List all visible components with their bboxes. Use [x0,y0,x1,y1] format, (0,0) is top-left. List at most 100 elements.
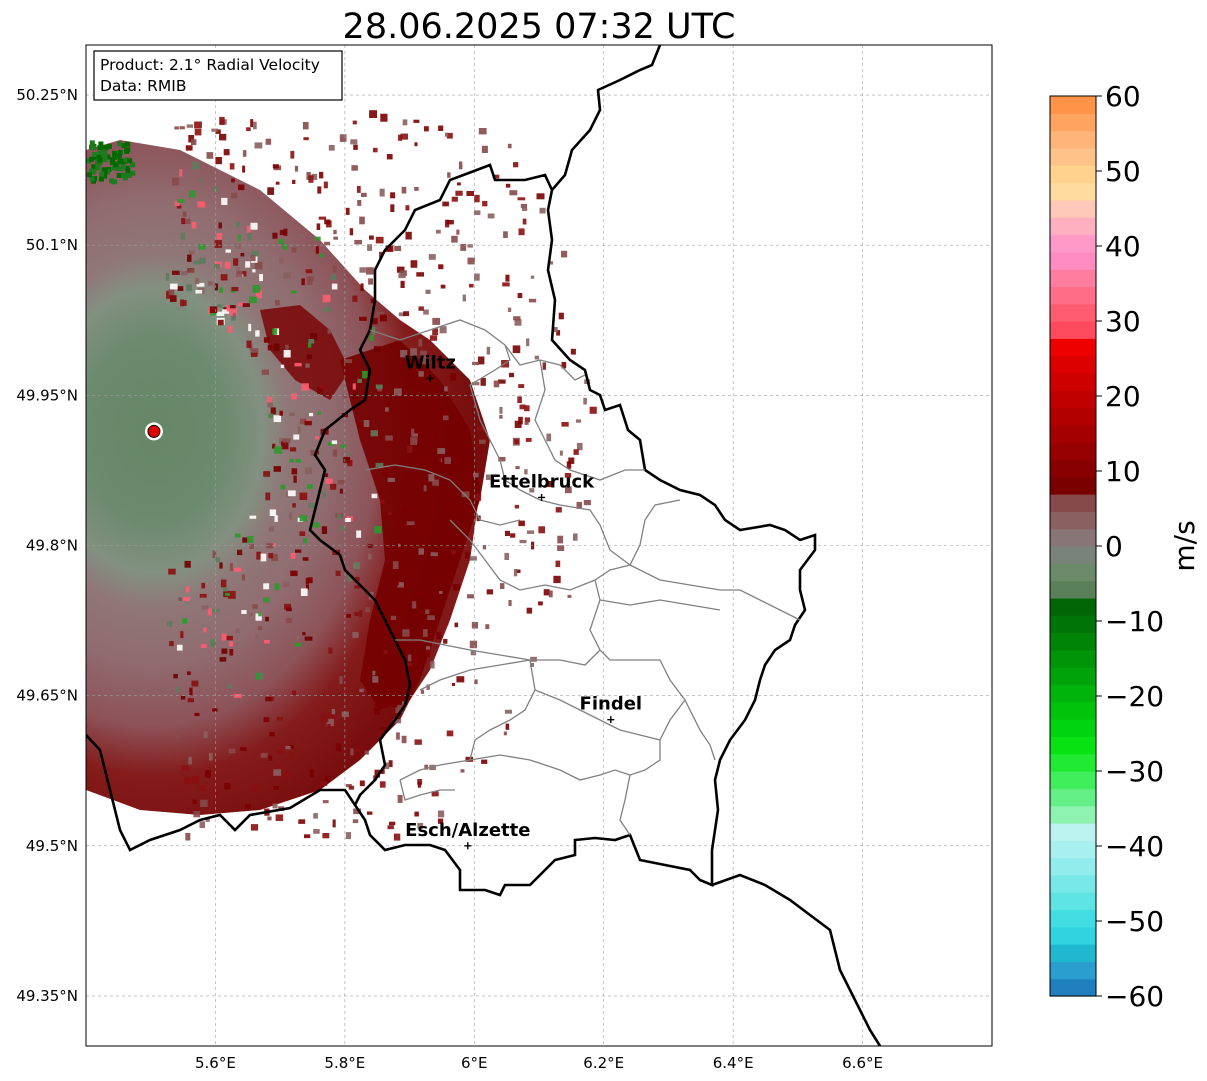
colorbar-segment-16 [1050,701,1096,720]
colorbar-tick-label-5: 10 [1105,455,1141,488]
lon-tick-label-4: 6.4°E [713,1054,754,1072]
colorbar-segments [1050,96,1096,997]
colorbar-segment-21 [1050,615,1096,634]
lat-tick-label-4: 49.65°N [16,687,78,705]
lat-tick-label-1: 50.1°N [26,236,78,254]
lon-tick-label-3: 6.2°E [583,1054,624,1072]
latitude-tick-labels: 50.25°N 50.1°N 49.95°N 49.8°N 49.65°N 49.5°N 4… [16,86,78,1005]
colorbar-tick-label-7: −10 [1105,605,1164,638]
radar-echo-speckles [86,110,597,841]
colorbar-segment-46 [1050,182,1096,201]
map-title: 28.06.2025 07:32 UTC [343,7,736,47]
lon-tick-label-0: 5.6°E [195,1054,236,1072]
colorbar: 60 50 40 30 20 10 0 −10 −20 −30 −40 −50 −60 m/s [1049,80,1201,1013]
city-label-3: Esch/Alzette [405,820,530,841]
colorbar-segment-41 [1050,269,1096,287]
longitude-tick-labels: 5.6°E 5.8°E 6°E 6.2°E 6.4°E 6.6°E [195,1054,883,1072]
colorbar-segment-6 [1050,874,1096,893]
info-data-source: Data: RMIB [100,77,187,95]
colorbar-segment-11 [1050,788,1096,807]
colorbar-segment-43 [1050,234,1096,253]
colorbar-segment-30 [1050,459,1096,478]
border-southeast-extension [711,873,882,1046]
colorbar-tick-label-3: 30 [1105,305,1141,338]
colorbar-segment-29 [1050,476,1096,495]
colorbar-segment-35 [1050,372,1096,391]
colorbar-tick-label-2: 40 [1105,230,1141,263]
lat-tick-label-0: 50.25°N [16,86,78,104]
colorbar-segment-19 [1050,649,1096,668]
colorbar-segment-36 [1050,355,1096,374]
colorbar-segment-34 [1050,390,1096,409]
colorbar-segment-13 [1050,753,1096,772]
city-labels: Wiltz Ettelbruck Findel Esch/Alzette [405,352,643,850]
colorbar-segment-40 [1050,286,1096,305]
colorbar-segment-5 [1050,892,1096,911]
colorbar-ticks: 60 50 40 30 20 10 0 −10 −20 −30 −40 −50 −60 [1096,80,1164,1013]
colorbar-tick-label-8: −20 [1105,680,1164,713]
info-box: Product: 2.1° Radial Velocity Data: RMIB [93,50,343,101]
colorbar-segment-3 [1050,926,1096,945]
colorbar-tick-label-0: 60 [1105,80,1141,113]
colorbar-segment-50 [1050,113,1096,132]
colorbar-label: m/s [1168,520,1201,571]
canton-boundaries [364,319,801,836]
colorbar-segment-37 [1050,338,1096,357]
colorbar-segment-14 [1050,736,1096,755]
colorbar-segment-45 [1050,199,1096,218]
colorbar-segment-8 [1050,840,1096,859]
lat-tick-label-5: 49.5°N [26,837,78,855]
colorbar-segment-48 [1050,147,1096,166]
colorbar-tick-label-11: −50 [1105,905,1164,938]
colorbar-segment-38 [1050,321,1096,339]
colorbar-segment-44 [1050,217,1096,236]
colorbar-segment-22 [1050,597,1096,616]
graticule [86,45,992,1046]
colorbar-tick-label-12: −60 [1105,980,1164,1013]
colorbar-segment-49 [1050,130,1096,149]
border-west-extension [86,734,357,852]
colorbar-segment-4 [1050,909,1096,928]
colorbar-segment-15 [1050,719,1096,737]
colorbar-segment-47 [1050,165,1096,184]
country-border [308,163,817,897]
colorbar-segment-23 [1050,580,1096,599]
city-label-2: Findel [580,694,643,715]
colorbar-segment-32 [1050,424,1096,443]
radar-site-marker [147,424,161,438]
lon-tick-label-5: 6.6°E [842,1054,883,1072]
colorbar-segment-2 [1050,944,1096,962]
colorbar-segment-51 [1050,96,1096,114]
colorbar-tick-label-4: 20 [1105,380,1141,413]
lat-tick-label-6: 49.35°N [16,987,78,1005]
colorbar-segment-28 [1050,494,1096,512]
colorbar-segment-33 [1050,407,1096,426]
colorbar-segment-20 [1050,632,1096,651]
colorbar-segment-27 [1050,511,1096,530]
city-label-1: Ettelbruck [489,471,595,492]
colorbar-segment-12 [1050,771,1096,789]
colorbar-segment-24 [1050,563,1096,582]
colorbar-tick-label-10: −40 [1105,830,1164,863]
colorbar-segment-18 [1050,667,1096,686]
colorbar-segment-9 [1050,822,1096,841]
colorbar-tick-label-6: 0 [1105,530,1123,563]
city-marker-0 [426,374,434,382]
colorbar-segment-7 [1050,857,1096,876]
city-marker-1 [538,493,546,501]
city-label-0: Wiltz [405,352,456,373]
info-product: Product: 2.1° Radial Velocity [100,56,320,74]
colorbar-tick-label-1: 50 [1105,155,1141,188]
colorbar-tick-label-9: −30 [1105,755,1164,788]
colorbar-segment-0 [1050,978,1096,997]
city-marker-2 [607,716,615,724]
colorbar-segment-26 [1050,528,1096,547]
map-plot-area: Wiltz Ettelbruck Findel Esch/Alzette Produc… [85,44,993,1047]
lat-tick-label-2: 49.95°N [16,386,78,404]
colorbar-segment-1 [1050,961,1096,980]
colorbar-segment-39 [1050,303,1096,322]
colorbar-segment-25 [1050,546,1096,564]
city-marker-3 [464,842,472,850]
colorbar-segment-10 [1050,805,1096,824]
